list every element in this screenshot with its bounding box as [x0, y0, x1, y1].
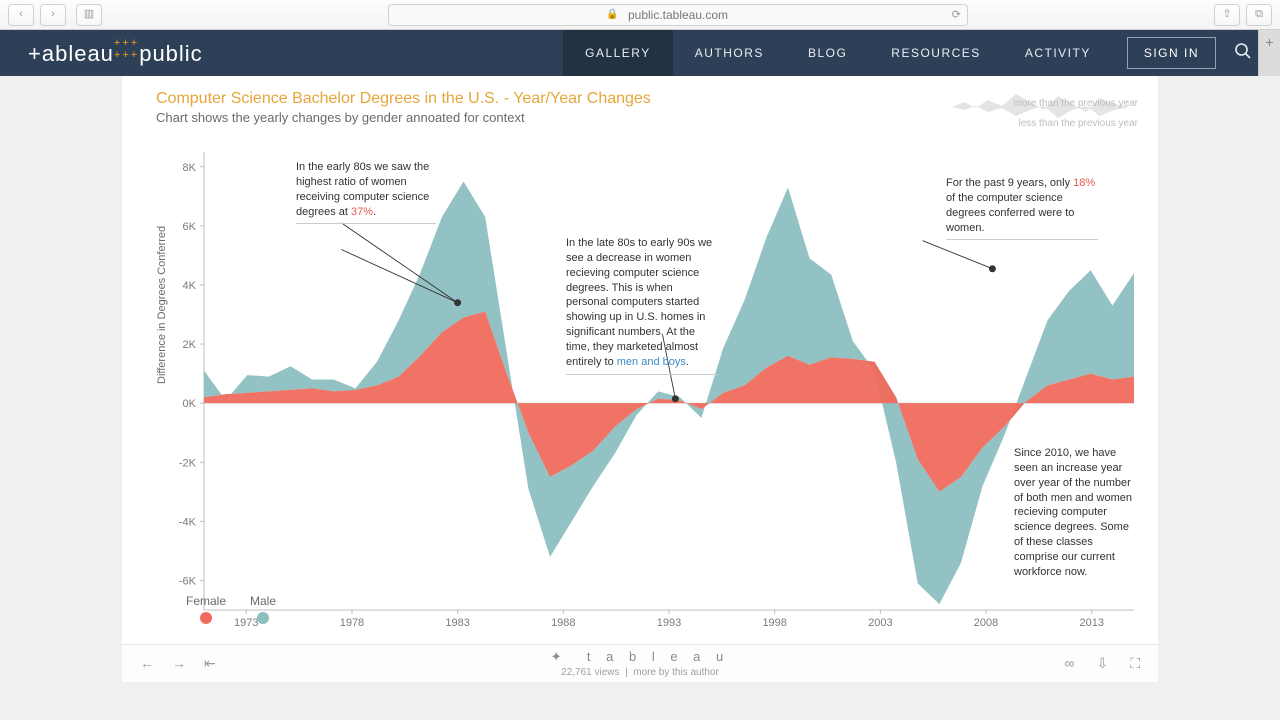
- svg-text:1993: 1993: [657, 617, 681, 629]
- url-text: public.tableau.com: [628, 8, 728, 22]
- svg-text:2013: 2013: [1079, 617, 1103, 629]
- svg-text:4K: 4K: [183, 280, 197, 292]
- svg-text:-6K: -6K: [179, 575, 197, 587]
- primary-nav: GALLERY AUTHORS BLOG RESOURCES ACTIVITY …: [563, 30, 1252, 76]
- download-icon[interactable]: ⇩: [1096, 655, 1108, 672]
- legend: Female Male: [186, 594, 276, 624]
- share-button[interactable]: ⇧: [1214, 4, 1240, 26]
- viz-meta: 22,761 views | more by this author: [551, 667, 729, 678]
- tableau-brand: ✦ t a b l e a u: [551, 649, 729, 665]
- site-header: +ableau++++++public GALLERY AUTHORS BLOG…: [0, 30, 1280, 76]
- svg-text:2K: 2K: [183, 339, 197, 351]
- fullscreen-icon[interactable]: ⛶: [1130, 655, 1140, 672]
- lock-icon: 🔒: [606, 9, 618, 20]
- svg-text:8K: 8K: [183, 162, 197, 174]
- annotation-2: In the late 80s to early 90s we see a de…: [566, 236, 718, 375]
- new-tab-button[interactable]: +: [1258, 30, 1280, 76]
- toolbar-next-icon[interactable]: →: [172, 655, 186, 672]
- toolbar-first-icon[interactable]: ⇤: [204, 655, 216, 672]
- nav-gallery[interactable]: GALLERY: [563, 30, 673, 76]
- annotation-1: In the early 80s we saw the highest rati…: [296, 160, 436, 224]
- forward-button[interactable]: ›: [40, 4, 66, 26]
- nav-blog[interactable]: BLOG: [786, 30, 869, 76]
- svg-text:1988: 1988: [551, 617, 575, 629]
- svg-text:2008: 2008: [974, 617, 998, 629]
- svg-text:2003: 2003: [868, 617, 892, 629]
- site-logo[interactable]: +ableau++++++public: [28, 40, 203, 67]
- reload-icon[interactable]: ⟳: [952, 8, 961, 21]
- chart-area: Difference in Degrees Conferred -6K -4K -2…: [156, 146, 1140, 634]
- svg-text:0K: 0K: [183, 398, 197, 410]
- y-axis-title: Difference in Degrees Conferred: [156, 226, 168, 384]
- back-button[interactable]: ‹: [8, 4, 34, 26]
- nav-resources[interactable]: RESOURCES: [869, 30, 1003, 76]
- nav-authors[interactable]: AUTHORS: [673, 30, 786, 76]
- svg-text:1998: 1998: [762, 617, 786, 629]
- nav-activity[interactable]: ACTIVITY: [1003, 30, 1113, 76]
- sidebar-button[interactable]: ▥: [76, 4, 102, 26]
- browser-toolbar: ‹ › ▥ 🔒 public.tableau.com ⟳ ⇧ ⧉: [0, 0, 1280, 30]
- tabs-button[interactable]: ⧉: [1246, 4, 1272, 26]
- viz-container: Computer Science Bachelor Degrees in the…: [122, 76, 1158, 682]
- legend-female: Female: [186, 594, 226, 624]
- annotation-4: Since 2010, we have seen an increase yea…: [1014, 446, 1134, 580]
- svg-text:-2K: -2K: [179, 457, 197, 469]
- svg-text:1978: 1978: [340, 617, 364, 629]
- annotation-3: For the past 9 years, only 18% of the co…: [946, 176, 1098, 240]
- search-icon[interactable]: [1234, 42, 1252, 65]
- viz-toolbar: ← → ⇤ ✦ t a b l e a u 22,761 views | mor…: [122, 644, 1158, 682]
- svg-text:6K: 6K: [183, 221, 197, 233]
- svg-text:-4K: -4K: [179, 516, 197, 528]
- sparkline-labels: more than the previous year less than th…: [948, 94, 1138, 134]
- share-icon[interactable]: ∞: [1064, 655, 1074, 672]
- sign-in-button[interactable]: SIGN IN: [1127, 37, 1216, 69]
- logo-plus-icon: ++++++: [114, 37, 139, 61]
- brand-glyph-icon: ✦: [551, 649, 568, 664]
- svg-text:1983: 1983: [445, 617, 469, 629]
- address-bar[interactable]: 🔒 public.tableau.com ⟳: [388, 4, 968, 26]
- toolbar-prev-icon[interactable]: ←: [140, 655, 154, 672]
- legend-male: Male: [250, 594, 276, 624]
